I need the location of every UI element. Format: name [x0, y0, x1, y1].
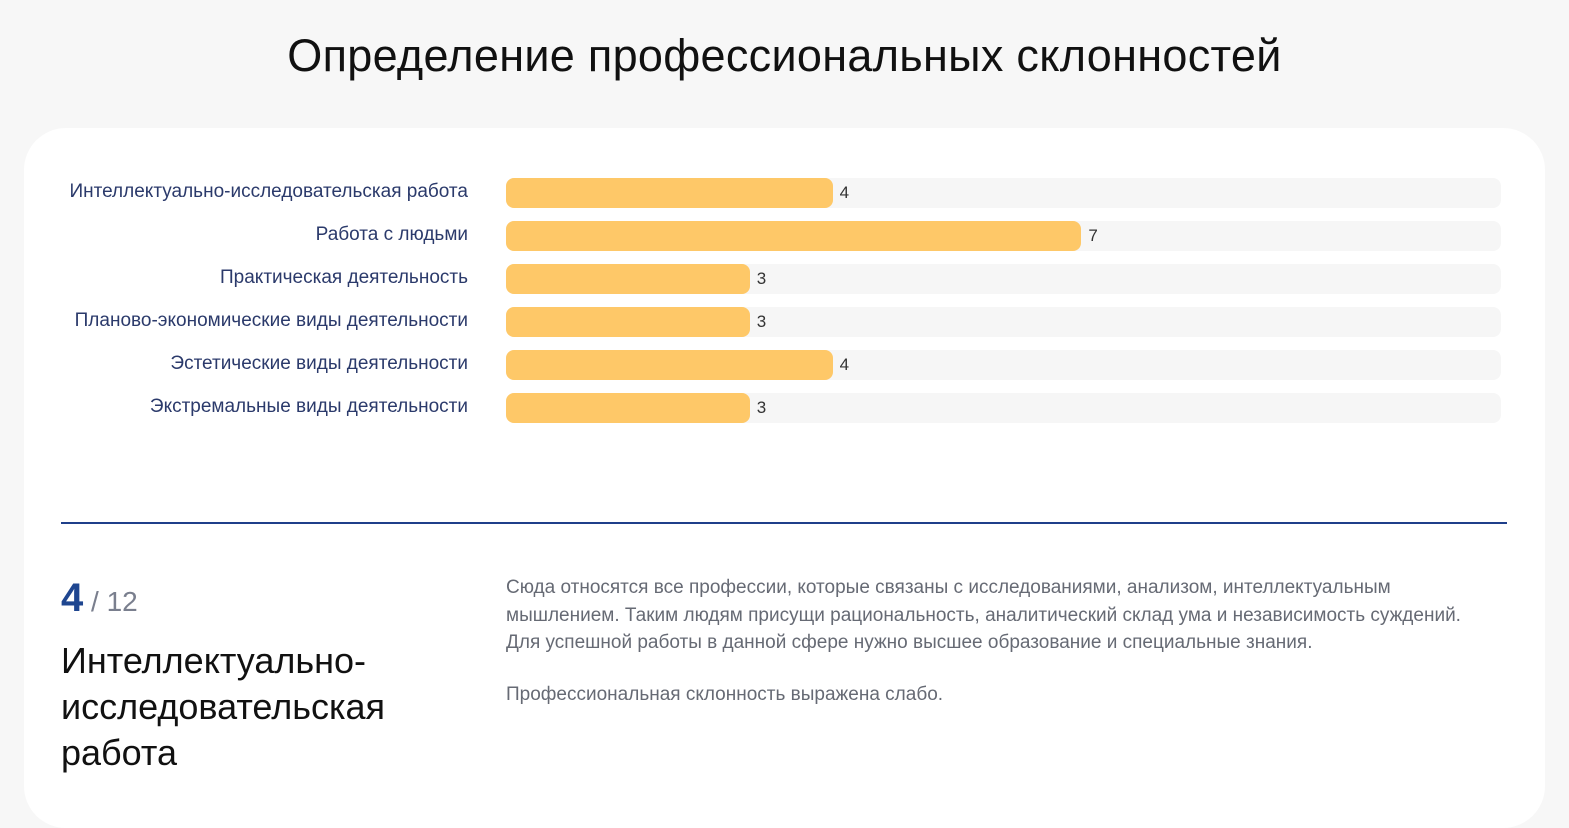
- category-description: Сюда относятся все профессии, которые св…: [506, 574, 1486, 732]
- chart-row: Эстетические виды деятельности 4: [61, 350, 1501, 380]
- divider: [61, 522, 1507, 524]
- bar-track: 3: [506, 307, 1501, 337]
- level-text: Профессиональная склонность выражена сла…: [506, 683, 944, 705]
- bar-track: 7: [506, 221, 1501, 251]
- category-label: Экстремальные виды деятельности: [149, 396, 468, 417]
- description-text: Сюда относятся все профессии, которые св…: [506, 577, 1461, 653]
- category-label: Планово-экономические виды деятельности: [74, 310, 468, 331]
- bar: [506, 178, 833, 208]
- bar-track: 4: [506, 178, 1501, 208]
- chart-row: Работа с людьми 7: [61, 221, 1501, 251]
- score-value: 4: [61, 576, 84, 620]
- bar-track: 3: [506, 264, 1501, 294]
- results-card: Интеллектуально-исследовательская работа…: [24, 128, 1545, 828]
- value-label: 3: [756, 398, 767, 417]
- score: 4 / 12: [61, 576, 138, 621]
- value-label: 4: [839, 183, 850, 202]
- chart-row: Практическая деятельность 3: [61, 264, 1501, 294]
- category-label: Интеллектуально-исследовательская работа: [69, 181, 468, 202]
- chart-row: Экстремальные виды деятельности 3: [61, 393, 1501, 423]
- value-label: 3: [756, 269, 767, 288]
- bar-chart: Интеллектуально-исследовательская работа…: [61, 178, 1501, 436]
- chart-row: Планово-экономические виды деятельности 3: [61, 307, 1501, 337]
- value-label: 7: [1088, 226, 1098, 245]
- category-title: Интеллектуально-исследовательская работа: [61, 640, 386, 773]
- category-label: Эстетические виды деятельности: [170, 353, 468, 374]
- bar-track: 3: [506, 393, 1501, 423]
- bar: [506, 350, 833, 380]
- value-label: 3: [756, 312, 767, 331]
- score-max: / 12: [91, 586, 138, 617]
- bar: [506, 264, 750, 294]
- bar: [506, 307, 750, 337]
- category-label: Работа с людьми: [315, 224, 468, 245]
- bar-track: 4: [506, 350, 1501, 380]
- value-label: 4: [839, 355, 850, 374]
- page-title: Определение профессиональных склонностей: [287, 30, 1282, 81]
- bar: [506, 393, 750, 423]
- bar: [506, 221, 1082, 251]
- chart-row: Интеллектуально-исследовательская работа…: [61, 178, 1501, 208]
- category-label: Практическая деятельность: [220, 267, 468, 288]
